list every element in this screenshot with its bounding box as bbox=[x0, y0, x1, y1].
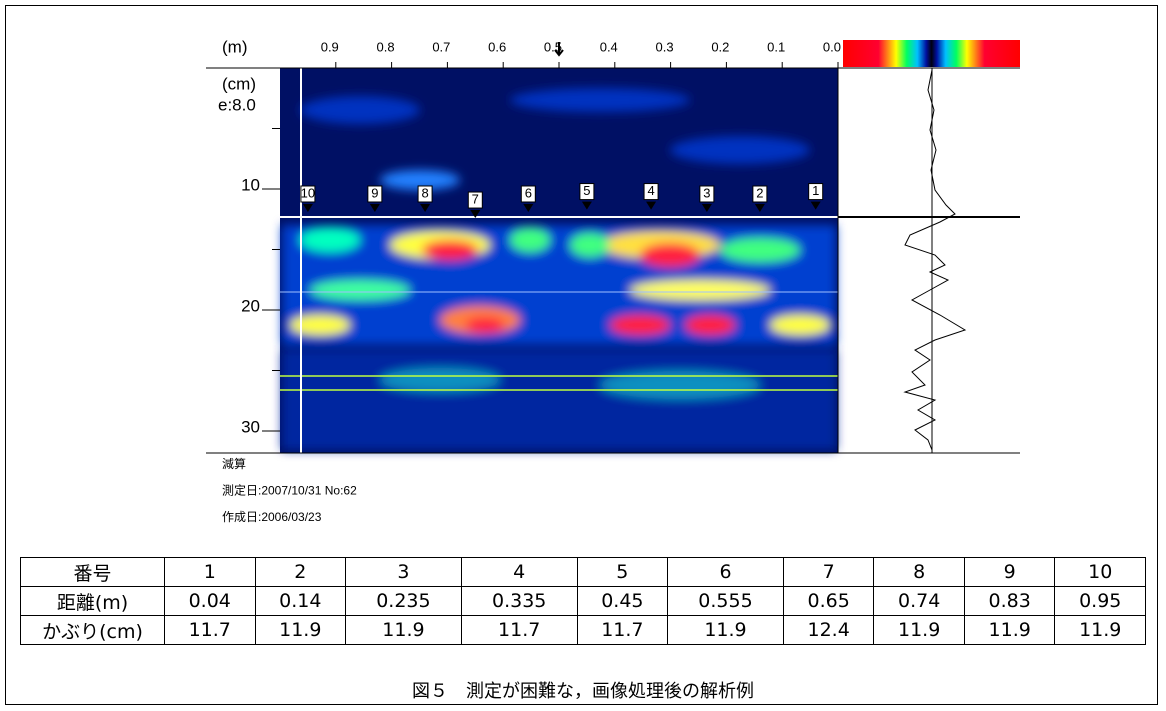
table-cell: 7 bbox=[782, 557, 875, 587]
table-cell: 10 bbox=[1054, 557, 1146, 587]
table-cell: 0.555 bbox=[667, 586, 784, 616]
table-cell: 0.65 bbox=[782, 586, 875, 616]
y-tick-label: 30 bbox=[241, 417, 260, 436]
marker-tag bbox=[808, 183, 824, 201]
marker bbox=[420, 203, 431, 212]
table-row: 番号 1 2 3 4 5 6 7 8 9 10 bbox=[20, 557, 1146, 587]
table-cell: 12.4 bbox=[782, 615, 875, 645]
table-row: 距離(m) 0.04 0.14 0.235 0.335 0.45 0.555 0.65 0.74… bbox=[20, 586, 1146, 616]
table-cell: 11.9 bbox=[345, 615, 462, 645]
frame bbox=[5, 5, 1158, 705]
x-tick-label: 0.4 bbox=[600, 39, 618, 54]
y-tick-label: 20 bbox=[241, 296, 260, 315]
marker bbox=[581, 201, 592, 210]
table-cell: 3 bbox=[345, 557, 462, 587]
color-bar bbox=[843, 40, 1020, 67]
marker-label: 9 bbox=[371, 185, 378, 200]
table-cell: 0.95 bbox=[1054, 586, 1146, 616]
table-cell: 11.9 bbox=[963, 615, 1056, 645]
caption: 図５ 測定が困難な，画像処理後の解析例 bbox=[412, 681, 754, 702]
marker-tag bbox=[579, 183, 595, 201]
table-cell: 4 bbox=[460, 557, 578, 587]
marker-tag bbox=[699, 185, 715, 203]
marker-label: 7 bbox=[472, 191, 479, 206]
table-cell: 0.335 bbox=[460, 586, 578, 616]
x-tick-label: 0.7 bbox=[432, 39, 450, 54]
marker bbox=[701, 203, 712, 212]
table-cell: 8 bbox=[873, 557, 965, 587]
marker-label: 10 bbox=[301, 185, 315, 200]
table-cell: 11.9 bbox=[873, 615, 965, 645]
marker bbox=[754, 203, 765, 212]
marker-tag bbox=[300, 185, 316, 203]
table-cell: 11.7 bbox=[460, 615, 578, 645]
x-tick-label: 0.0 bbox=[823, 39, 841, 54]
table-cell: 11.9 bbox=[667, 615, 784, 645]
table-cell: 11.9 bbox=[254, 615, 347, 645]
table-cell: 0.45 bbox=[576, 586, 669, 616]
table-cell: かぶり(cm) bbox=[20, 615, 165, 645]
marker-label: 5 bbox=[583, 183, 590, 198]
x-tick-label: 0.5 bbox=[544, 39, 562, 54]
table-cell: 1 bbox=[164, 557, 256, 587]
marker-tag bbox=[643, 183, 659, 201]
marker-label: 8 bbox=[421, 185, 428, 200]
marker bbox=[470, 210, 481, 219]
marker-tag bbox=[752, 185, 768, 203]
marker-label: 1 bbox=[812, 183, 819, 198]
table-cell: 0.04 bbox=[164, 586, 256, 616]
table-row: かぶり(cm) 11.7 11.9 11.9 11.7 11.7 11.9 12.4 11.9 1… bbox=[20, 615, 1146, 645]
marker-tag bbox=[520, 185, 536, 203]
marker bbox=[523, 203, 534, 212]
table-cell: 距離(m) bbox=[20, 586, 165, 616]
table-cell: 0.83 bbox=[963, 586, 1056, 616]
table-cell: 0.74 bbox=[873, 586, 965, 616]
table-cell: 6 bbox=[667, 557, 784, 587]
table-cell: 5 bbox=[576, 557, 669, 587]
table-cell: 2 bbox=[254, 557, 347, 587]
x-tick-label: 0.8 bbox=[377, 39, 395, 54]
x-unit: (m) bbox=[222, 37, 247, 56]
y-tick-label: 10 bbox=[241, 175, 260, 194]
marker-label: 4 bbox=[647, 183, 654, 198]
marker-tag bbox=[467, 191, 483, 209]
table-cell: 0.14 bbox=[254, 586, 347, 616]
marker-label: 2 bbox=[756, 185, 763, 200]
marker-label: 3 bbox=[703, 185, 710, 200]
result-table: 番号 1 2 3 4 5 6 7 8 9 10 距離(m) 0.04 0.14 0.235 0.335 0.45… bbox=[20, 557, 1146, 645]
table-cell: 11.7 bbox=[576, 615, 669, 645]
waveform bbox=[903, 69, 967, 451]
x-tick-label: 0.3 bbox=[656, 39, 674, 54]
note: 減算 bbox=[222, 456, 246, 471]
x-tick-label: 0.2 bbox=[711, 39, 729, 54]
table-cell: 11.7 bbox=[164, 615, 256, 645]
radar-texture bbox=[282, 88, 836, 450]
marker bbox=[646, 201, 657, 210]
table-cell: 番号 bbox=[20, 557, 165, 587]
y-note: e:8.0 bbox=[218, 95, 256, 114]
y-unit: (cm) bbox=[222, 74, 256, 93]
table-cell: 9 bbox=[963, 557, 1056, 587]
marker-tag bbox=[367, 185, 383, 203]
marker-tag bbox=[417, 185, 433, 203]
table-cell: 0.235 bbox=[345, 586, 462, 616]
x-tick-label: 0.6 bbox=[488, 39, 506, 54]
note: 作成日:2006/03/23 bbox=[222, 510, 322, 524]
marker bbox=[369, 203, 380, 212]
table-cell: 11.9 bbox=[1054, 615, 1146, 645]
marker bbox=[810, 201, 821, 210]
marker bbox=[302, 203, 313, 212]
center-arrow bbox=[554, 42, 564, 57]
x-tick-label: 0.1 bbox=[767, 39, 785, 54]
x-tick-label: 0.9 bbox=[321, 39, 339, 54]
note: 測定日:2007/10/31 No:62 bbox=[222, 483, 357, 498]
marker-label: 6 bbox=[525, 185, 532, 200]
